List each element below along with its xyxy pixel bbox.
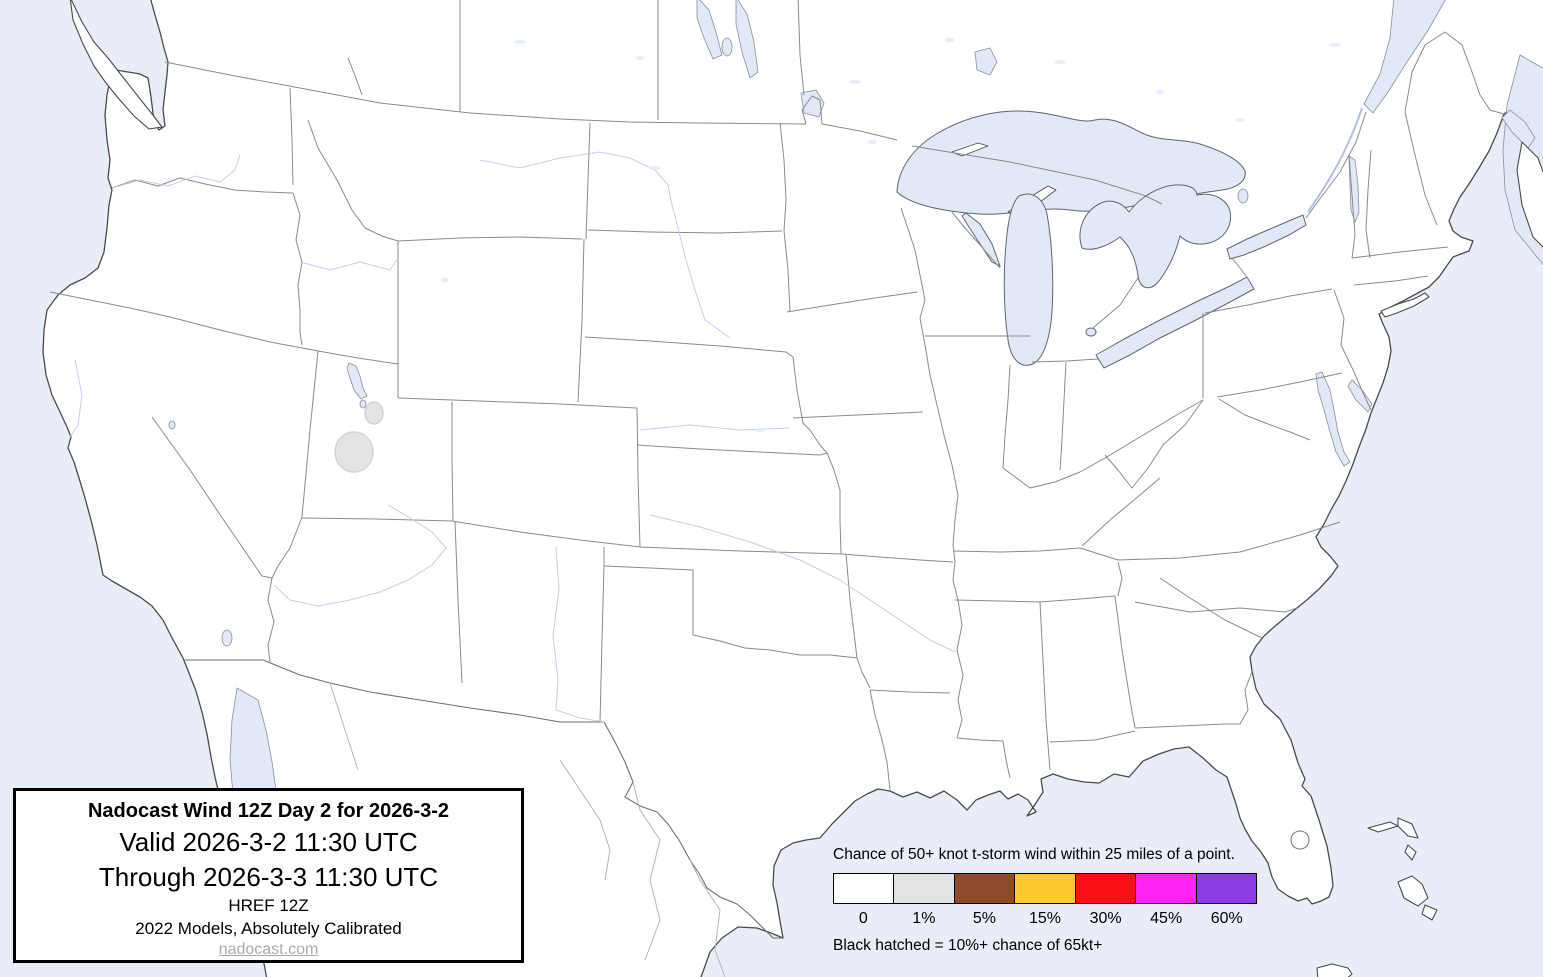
cuba-coast-fragment [1316,963,1353,977]
legend-labels: 0 1% 5% 15% 30% 45% 60% [833,910,1257,928]
forecast-title: Nadocast Wind 12Z Day 2 for 2026-3-2 [87,800,450,822]
lake-simcoe [1237,188,1249,204]
salton-sea [221,629,233,647]
us-mexico-border [183,659,783,939]
model-source: HREF 12Z [228,896,309,915]
calibration-note: 2022 Models, Absolutely Calibrated [135,919,402,938]
wind-probability-contours [334,401,384,473]
lake-okeechobee [1290,830,1310,850]
lake-winnipegosis [721,37,733,57]
legend-label-0: 0 [858,910,868,927]
lake-michigan [1003,193,1054,366]
lake-tahoe [168,420,176,430]
isle-royale [951,142,989,157]
long-island [1380,292,1430,318]
lake-st-clair [1085,327,1097,337]
lake-winnipeg [735,0,759,79]
mexico-state-borders [329,682,726,977]
lake-ontario [1226,214,1307,260]
lake-champlain [1348,155,1360,224]
legend-color-bar [833,873,1257,904]
utah-lake [359,399,367,409]
upper-st-lawrence-river [1307,107,1363,213]
legend-label-60: 60% [1210,910,1243,927]
legend-swatch-45 [1136,874,1197,903]
legend-title: Chance of 50+ knot t-storm wind within 2… [833,846,1235,863]
great-salt-lake [346,362,368,400]
nadocast-link[interactable]: nadocast.com [218,941,319,958]
rivers [69,151,956,723]
state-borders [49,87,1449,791]
lake-of-the-woods [800,89,825,118]
legend-label-5: 5% [972,910,996,927]
vancouver-island [69,0,163,130]
legend-swatch-1 [894,874,955,903]
legend-swatch-15 [1015,874,1076,903]
green-bay [961,212,1001,268]
forecast-title-box: Nadocast Wind 12Z Day 2 for 2026-3-2 Val… [13,788,524,963]
st-lawrence-river [1363,0,1446,114]
lake-huron [1079,184,1232,289]
legend-label-30: 30% [1089,910,1122,927]
bahamas-islands [1367,817,1438,921]
legend-hatched-note: Black hatched = 10%+ chance of 65kt+ [833,937,1103,954]
bay-of-fundy [1501,109,1536,149]
legend-swatch-5 [954,874,1016,903]
lake-erie [1095,276,1255,369]
utah-1pct-area-large [334,431,374,473]
lake-manitoba [696,0,723,60]
lake-nipigon [974,47,998,76]
legend-label-1: 1% [912,910,936,927]
us-canada-border [164,61,1367,329]
legend-swatch-30 [1075,874,1137,903]
through-time: Through 2026-3-3 11:30 UTC [98,862,439,892]
legend-label-15: 15% [1029,910,1062,927]
map-speckles [441,38,1341,432]
probability-legend: Chance of 50+ knot t-storm wind within 2… [833,846,1263,955]
utah-1pct-area-small [364,401,384,425]
chesapeake-bay [1315,371,1351,467]
nova-scotia [1516,141,1543,248]
canadian-province-borders [347,0,1505,120]
valid-time: Valid 2026-3-2 11:30 UTC [119,827,418,857]
legend-swatch-0 [834,874,895,903]
legend-swatch-60 [1196,874,1256,903]
legend-label-45: 45% [1150,910,1183,927]
